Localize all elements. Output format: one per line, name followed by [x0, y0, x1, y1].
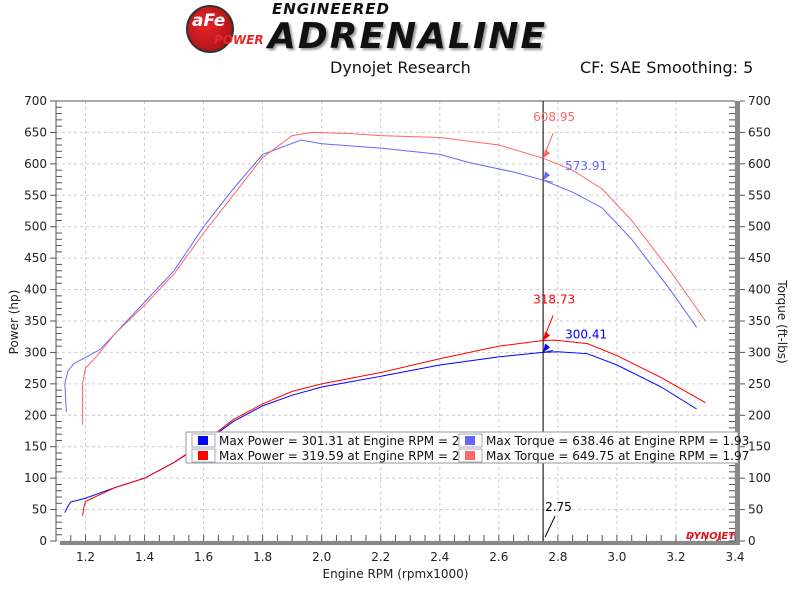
marker-value-torque2: 608.95 — [533, 110, 575, 124]
y-axis-label: Power (hp) — [7, 290, 21, 355]
logo-sub: POWER — [214, 33, 264, 47]
marker-value-power1: 300.41 — [565, 327, 607, 341]
marker-arrowhead-power2 — [543, 331, 551, 341]
marker-value-torque1: 573.91 — [565, 159, 607, 173]
chart-subtitle: Dynojet Research — [330, 58, 471, 77]
x-tick-label: 1.6 — [194, 550, 213, 564]
y2-tick-label: 0 — [748, 534, 756, 548]
y-tick-label: 700 — [24, 94, 47, 108]
afe-logo — [186, 5, 234, 53]
y2-tick-label: 650 — [748, 125, 771, 139]
legend-swatch — [198, 436, 208, 445]
cursor-label: 2.75 — [545, 500, 572, 514]
y-tick-label: 100 — [24, 471, 47, 485]
y-tick-label: 600 — [24, 157, 47, 171]
marker-arrowhead-torque2 — [543, 149, 551, 159]
y-tick-label: 0 — [39, 534, 47, 548]
x-tick-label: 1.8 — [253, 550, 272, 564]
x-tick-label: 3.0 — [607, 550, 626, 564]
y-tick-label: 200 — [24, 408, 47, 422]
y-tick-label: 350 — [24, 314, 47, 328]
x-tick-label: 2.2 — [371, 550, 390, 564]
legend-entry: Max Power = 301.31 at Engine RPM = 2.80 — [219, 434, 479, 448]
y2-tick-label: 150 — [748, 440, 771, 454]
legend-entry: Max Power = 319.59 at Engine RPM = 2.79 — [219, 449, 479, 463]
y2-tick-label: 100 — [748, 471, 771, 485]
y-tick-label: 400 — [24, 283, 47, 297]
legend-swatch — [465, 436, 475, 445]
y2-tick-label: 600 — [748, 157, 771, 171]
y2-tick-label: 450 — [748, 251, 771, 265]
x-tick-label: 2.6 — [489, 550, 508, 564]
legend-entry: Max Torque = 638.46 at Engine RPM = 1.93 — [486, 434, 749, 448]
y2-tick-label: 500 — [748, 220, 771, 234]
y2-axis-label: Torque (ft-lbs) — [775, 279, 789, 363]
logo-text: aFe — [192, 11, 226, 31]
marker-arrow-power1 — [543, 349, 554, 353]
y2-tick-label: 200 — [748, 408, 771, 422]
right-axis-bar — [735, 101, 740, 545]
x-axis-label: Engine RPM (rpmx1000) — [323, 567, 469, 581]
y-tick-label: 500 — [24, 220, 47, 234]
cursor-arrow — [544, 515, 556, 538]
y2-tick-label: 550 — [748, 188, 771, 202]
series-line-torque2 — [82, 131, 706, 425]
legend-swatch — [198, 451, 208, 460]
dynojet-watermark: DYNOJET — [686, 531, 736, 542]
x-tick-label: 1.2 — [76, 550, 95, 564]
correction-factor: CF: SAE Smoothing: 5 — [580, 58, 754, 77]
x-tick-label: 2.4 — [430, 550, 449, 564]
marker-arrow-torque1 — [543, 179, 554, 183]
marker-arrowhead-torque1 — [543, 171, 551, 181]
y2-tick-label: 350 — [748, 314, 771, 328]
y2-tick-label: 400 — [748, 283, 771, 297]
x-tick-label: 3.2 — [666, 550, 685, 564]
y2-tick-label: 700 — [748, 94, 771, 108]
y-tick-label: 550 — [24, 188, 47, 202]
y-tick-label: 150 — [24, 440, 47, 454]
brand-main: ADRENALINE — [268, 16, 548, 57]
legend-swatch — [465, 451, 475, 460]
series-line-power1 — [64, 351, 697, 513]
y2-tick-label: 50 — [748, 503, 763, 517]
y-tick-label: 50 — [32, 503, 47, 517]
y2-tick-label: 300 — [748, 345, 771, 359]
marker-arrowhead-power1 — [543, 343, 551, 353]
y-tick-label: 250 — [24, 377, 47, 391]
y-tick-label: 300 — [24, 345, 47, 359]
y2-tick-label: 250 — [748, 377, 771, 391]
y-tick-label: 450 — [24, 251, 47, 265]
brand-top: ENGINEERED — [272, 0, 390, 18]
y-tick-label: 650 — [24, 125, 47, 139]
legend-entry: Max Torque = 649.75 at Engine RPM = 1.97 — [486, 449, 749, 463]
x-tick-label: 3.4 — [725, 550, 744, 564]
x-axis-bar — [60, 541, 739, 545]
x-tick-label: 2.0 — [312, 550, 331, 564]
marker-value-power2: 318.73 — [533, 292, 575, 306]
series-line-power2 — [82, 339, 706, 516]
x-tick-label: 2.8 — [548, 550, 567, 564]
x-tick-label: 1.4 — [135, 550, 154, 564]
series-line-torque1 — [64, 139, 698, 413]
